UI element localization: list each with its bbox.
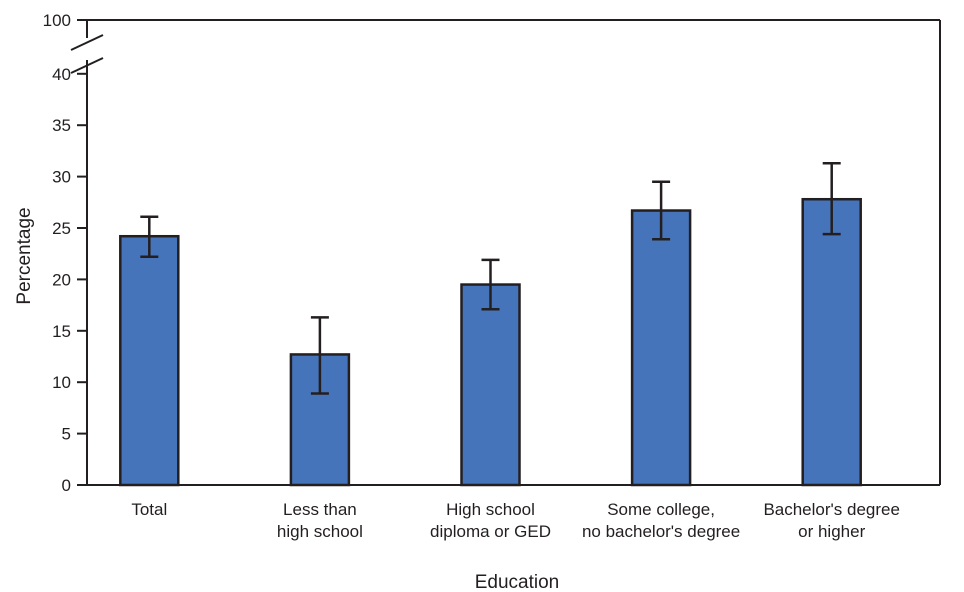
y-tick-label: 0 — [62, 476, 71, 495]
x-tick-label: High school diploma or GED — [430, 500, 551, 541]
y-tick-label: 30 — [52, 168, 71, 187]
x-tick-label: Total — [131, 500, 167, 519]
x-tick-label-line: Less than — [283, 500, 357, 519]
x-tick-label-line: Bachelor's degree — [763, 500, 900, 519]
y-axis-title: Percentage — [14, 207, 35, 304]
y-tick-label: 40 — [52, 65, 71, 84]
y-tick-label: 100 — [43, 11, 71, 30]
x-tick-label: Less than high school — [277, 500, 363, 541]
x-tick-label-line: diploma or GED — [430, 522, 551, 541]
y-tick-label: 5 — [62, 425, 71, 444]
x-tick-label-line: Some college, — [607, 500, 715, 519]
bar — [460, 283, 521, 487]
x-axis-title: Education — [475, 572, 560, 592]
x-tick-label-line: Total — [131, 500, 167, 519]
error-bars-layer — [140, 161, 841, 395]
bar — [801, 197, 862, 487]
bar — [630, 209, 692, 487]
y-ticks-layer: 0 5 10 15 20 25 30 35 40 100 — [43, 11, 87, 495]
x-tick-label-line: High school — [446, 500, 535, 519]
axis-break-mark-lower — [70, 57, 104, 74]
x-tick-label-line: high school — [277, 522, 363, 541]
x-tick-label-line: or higher — [798, 522, 865, 541]
bars-layer — [119, 197, 862, 487]
x-tick-label: Some college, no bachelor's degree — [582, 500, 740, 541]
bar — [119, 234, 180, 487]
x-tick-label-line: no bachelor's degree — [582, 522, 740, 541]
axes-layer — [70, 19, 941, 486]
axis-break-mark-upper — [70, 34, 104, 51]
x-labels-layer: Total Less than high school High school dipl… — [131, 500, 900, 541]
y-tick-label: 10 — [52, 373, 71, 392]
y-tick-label: 25 — [52, 219, 71, 238]
x-tick-label: Bachelor's degree or higher — [763, 500, 900, 541]
y-tick-label: 35 — [52, 116, 71, 135]
y-tick-label: 20 — [52, 270, 71, 289]
y-tick-label: 15 — [52, 322, 71, 341]
